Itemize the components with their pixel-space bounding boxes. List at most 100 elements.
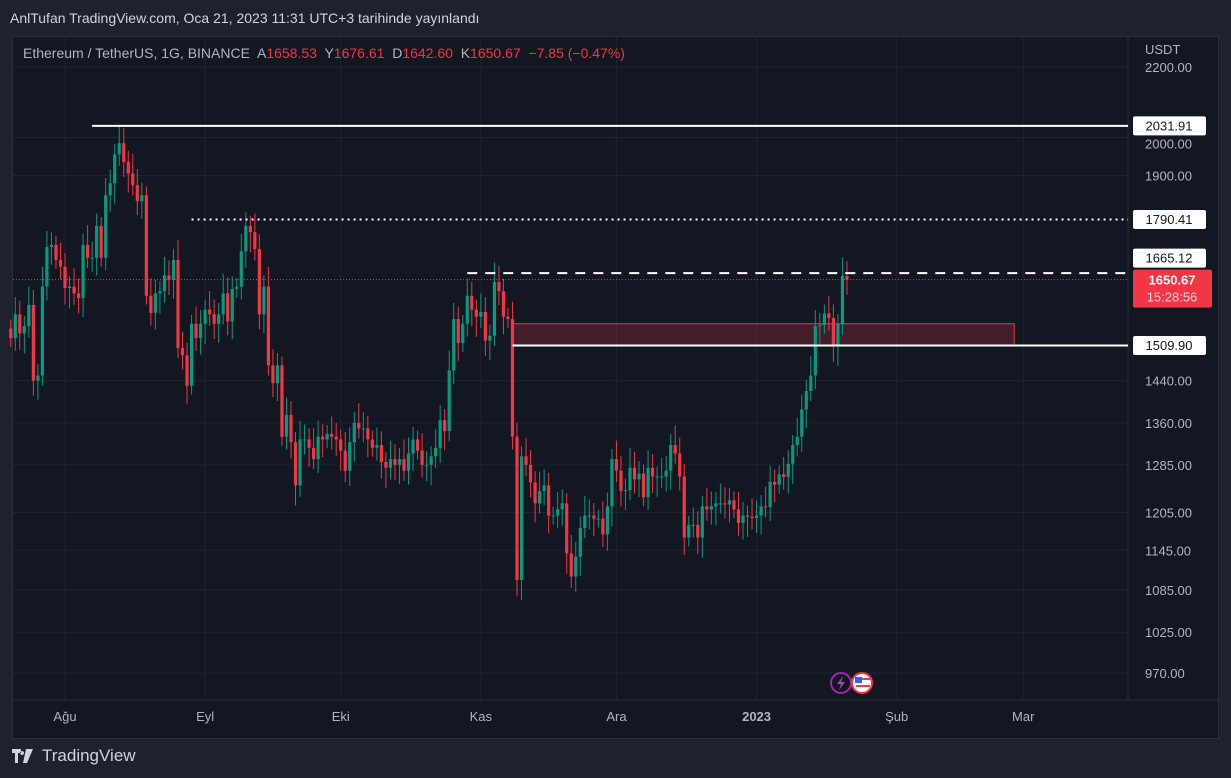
candle	[786, 450, 790, 494]
candle	[131, 153, 135, 196]
candle-body	[696, 524, 700, 538]
price-tick-label: 1440.00	[1145, 374, 1192, 389]
candle	[479, 293, 483, 329]
tradingview-logo[interactable]: TradingView	[12, 746, 136, 766]
candle-body	[298, 439, 302, 486]
candle-body	[791, 445, 795, 464]
candle-body	[411, 439, 415, 454]
candle	[352, 411, 356, 462]
candle-body	[18, 314, 22, 334]
candle-body	[660, 476, 664, 478]
candle	[415, 430, 420, 460]
candle-body	[199, 323, 203, 339]
candle-body	[813, 326, 817, 376]
candle	[583, 495, 587, 539]
symbol-label[interactable]: Ethereum / TetherUS, 1G, BINANCE	[23, 45, 250, 61]
candle	[54, 236, 58, 269]
candle	[538, 471, 542, 514]
candle	[253, 213, 257, 261]
candle-body	[474, 309, 478, 317]
candle-body	[479, 311, 483, 317]
candle-body	[619, 470, 623, 492]
candle	[9, 319, 13, 348]
candle	[754, 500, 759, 534]
candle-body	[809, 375, 813, 391]
candle-body	[36, 375, 40, 381]
candle	[519, 446, 524, 601]
candle-body	[397, 459, 402, 465]
candle	[158, 281, 162, 314]
candle-body	[275, 365, 280, 384]
candle-body	[366, 428, 370, 440]
candle-body	[434, 447, 438, 457]
candle-body	[189, 323, 194, 386]
candle	[122, 128, 126, 178]
candle-body	[140, 195, 144, 202]
candle	[497, 266, 501, 306]
candle	[461, 314, 465, 352]
candle-body	[569, 553, 573, 577]
candle	[393, 444, 397, 481]
candle-body	[438, 420, 442, 448]
candle-body	[538, 491, 542, 504]
candle-body	[248, 225, 252, 233]
candle	[791, 434, 795, 485]
candle-body	[22, 326, 26, 334]
candle	[95, 213, 99, 276]
candle	[321, 424, 325, 458]
chart-panel[interactable]	[12, 36, 1219, 739]
candle	[732, 491, 736, 519]
candle	[45, 230, 49, 301]
candle-body	[800, 409, 804, 437]
candle-body	[180, 347, 185, 356]
candle-body	[727, 500, 732, 505]
candle-body	[330, 433, 334, 437]
candle	[217, 303, 221, 343]
candle-body	[203, 309, 207, 324]
candle	[691, 507, 695, 538]
candle-body	[723, 503, 727, 505]
candle	[795, 418, 799, 457]
candle-body	[827, 313, 831, 319]
candle	[189, 314, 194, 395]
candle-body	[510, 319, 515, 437]
candle	[628, 448, 632, 501]
candle-body	[754, 515, 759, 519]
currency-label[interactable]: USDT	[1145, 42, 1181, 57]
candle	[822, 304, 826, 335]
last-price-badge	[1133, 269, 1212, 308]
candle-body	[673, 445, 677, 454]
candle-body	[732, 500, 736, 510]
candle-body	[777, 474, 781, 485]
candle	[370, 430, 374, 457]
candle	[551, 506, 555, 525]
candle	[293, 432, 298, 506]
candle	[465, 278, 469, 337]
candle	[298, 420, 302, 497]
candle	[700, 496, 704, 558]
candle-body	[253, 232, 257, 250]
candle	[31, 290, 35, 396]
candle-body	[768, 481, 772, 507]
candle	[510, 301, 515, 450]
candle	[565, 493, 569, 574]
candle-body	[375, 445, 379, 448]
candle	[827, 296, 831, 331]
candle	[492, 262, 496, 346]
candle	[271, 349, 275, 398]
candle-body	[651, 467, 655, 477]
candle-body	[664, 470, 668, 477]
candle	[533, 471, 537, 523]
price-tick-label: 2200.00	[1145, 60, 1192, 75]
candle	[361, 412, 365, 443]
candle-body	[402, 459, 406, 471]
price-tick-label: 1285.00	[1145, 458, 1192, 473]
candle-body	[452, 319, 456, 371]
candle-body	[217, 314, 221, 324]
candle-body	[361, 428, 365, 430]
candle-body	[687, 524, 691, 538]
open-value: 1658.53	[266, 45, 317, 61]
level-price-text: 1509.90	[1146, 338, 1193, 353]
candle-body	[718, 503, 722, 505]
